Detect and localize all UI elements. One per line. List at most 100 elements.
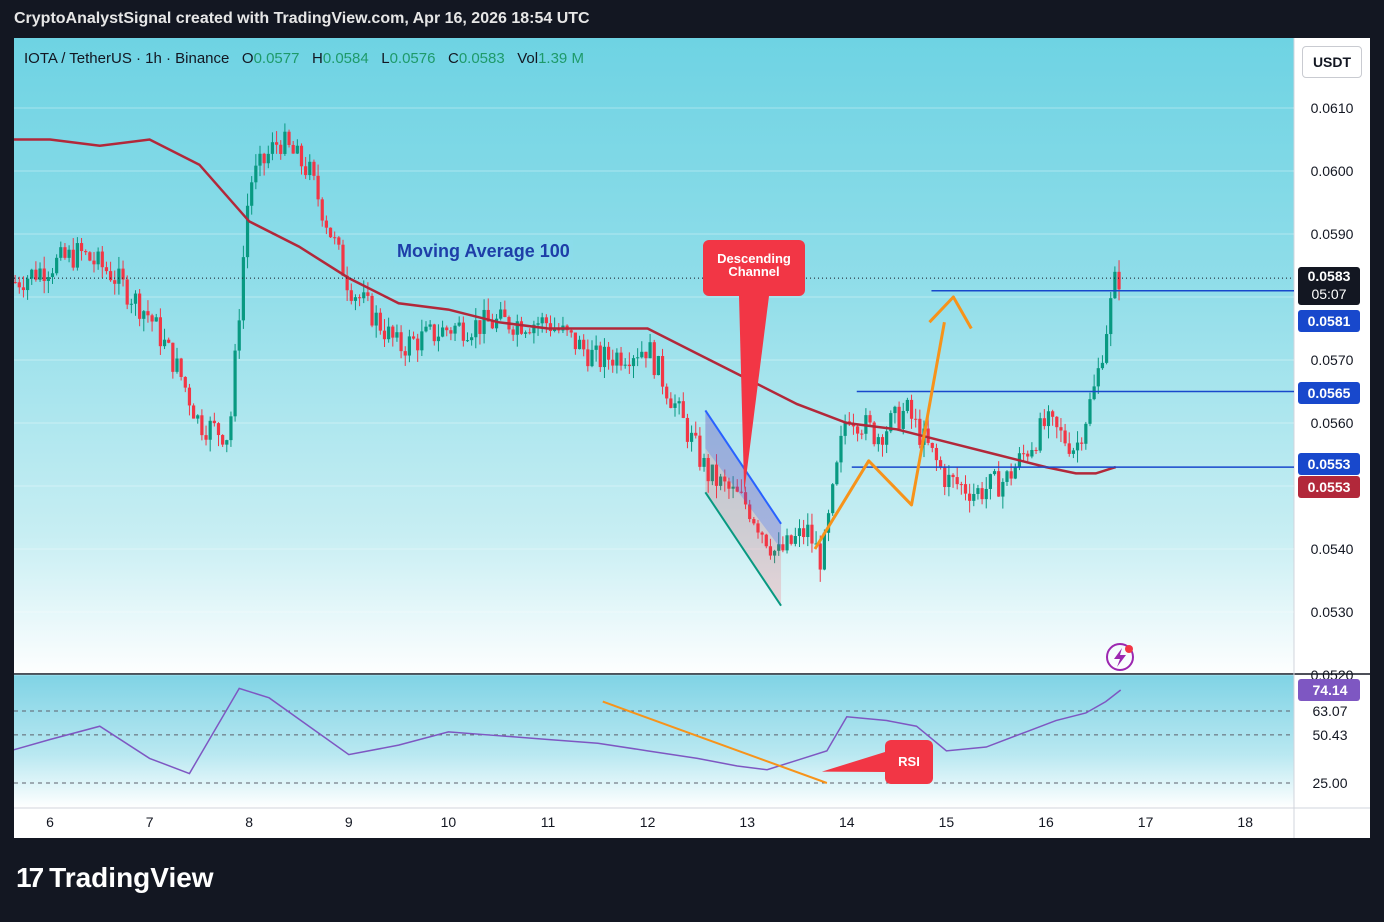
time-tick-label: 18 [1237,814,1253,830]
candle-body [1088,399,1092,424]
candle-body [764,534,768,547]
candle-body [465,340,470,342]
candle-body [752,519,756,524]
candle-body [179,358,183,377]
candle-body [357,297,362,299]
candle-body [793,536,797,544]
candle-body [523,332,528,334]
candle-body [399,332,403,352]
candle-body [416,338,420,351]
callout-line-2: Channel [728,264,780,279]
candle-body [656,356,660,376]
candle-body [146,311,150,316]
candle-body [337,237,341,245]
candle-body [378,312,382,331]
candle-body [972,493,976,501]
candle-body [17,282,21,288]
ma-annotation[interactable]: Moving Average 100 [394,240,573,263]
candle-body [511,329,515,335]
candle-body [283,131,287,154]
price-tick-label: 0.0590 [1311,226,1354,242]
candle-body [233,350,237,417]
candle-body [291,144,295,154]
candle-body [714,464,719,486]
candle-body [478,320,482,334]
volume-label: Vol [517,50,539,67]
candle-body [586,349,590,367]
candle-body [490,321,494,329]
candle-body [295,145,299,154]
candle-body [644,351,648,359]
rsi-line[interactable] [14,687,1122,775]
candle-body [719,476,723,486]
time-tick-label: 12 [640,814,656,830]
candle-body [631,358,636,367]
candle-body [279,144,283,154]
candle-body [88,252,92,261]
high-label: H [311,50,323,67]
candle-body [689,432,694,442]
candle-body [374,312,378,326]
candle-body [55,257,59,274]
candle-body [980,488,984,500]
candle-body [312,161,316,176]
projection-path[interactable] [813,321,946,550]
candle-body [25,278,30,291]
candle-body [880,437,885,445]
candle-body [457,322,461,326]
candle-body [532,324,536,334]
candle-body [528,332,532,334]
lightning-glyph [1114,648,1126,667]
candle-body [777,544,781,551]
candle-body [938,460,943,468]
chart-svg[interactable]: 0.06100.06000.05900.05800.05700.05600.05… [14,38,1370,838]
channel-fill-upper [705,410,782,549]
candle-body [818,543,822,570]
price-tick-label: 0.0560 [1311,415,1354,431]
symbol-legend[interactable]: IOTA / TetherUS · 1h · Binance O0.0577 H… [24,50,584,67]
tradingview-logo[interactable]: 17 TradingView [16,862,214,894]
candle-body [723,476,727,482]
candle-body [1067,443,1071,454]
candle-body [768,546,773,556]
candle-body [424,326,428,332]
candle-body [250,182,254,206]
candle-body [665,386,669,399]
candle-body [681,401,685,418]
candle-body [162,339,167,347]
candle-body [229,416,233,441]
candle-body [569,330,573,333]
candle-body [1109,298,1113,335]
candle-body [727,481,731,489]
candle-body [349,290,353,301]
alert-lightning-icon[interactable] [1106,643,1134,671]
candle-body [1009,471,1013,479]
rsi-trendline[interactable] [602,700,828,784]
candle-body [1021,453,1026,455]
open-value: 0.0577 [253,50,300,67]
candle-body [1038,418,1042,451]
candle-body [216,423,221,436]
channel-upper-line[interactable] [704,409,782,525]
candle-body [104,267,109,272]
candle-body [536,323,540,325]
candle-body [1042,418,1046,427]
candle-body [988,474,992,489]
candle-body [241,257,245,321]
currency-button[interactable]: USDT [1302,46,1362,78]
channel-lower-line[interactable] [704,491,782,607]
rsi-callout[interactable]: RSI [885,740,933,784]
candle-body [702,457,706,467]
moving-average-line[interactable] [14,138,1117,475]
candle-body [320,199,324,221]
candle-body [901,410,905,429]
candle-body [976,488,980,494]
candle-body [860,433,864,435]
descending-channel-callout[interactable]: Descending Channel [703,240,805,296]
rsi-pane-background [14,674,1294,808]
candle-body [428,324,432,327]
candle-body [573,332,577,350]
candle-body [810,524,814,544]
candle-body [1001,481,1005,497]
candle-body [540,317,544,324]
